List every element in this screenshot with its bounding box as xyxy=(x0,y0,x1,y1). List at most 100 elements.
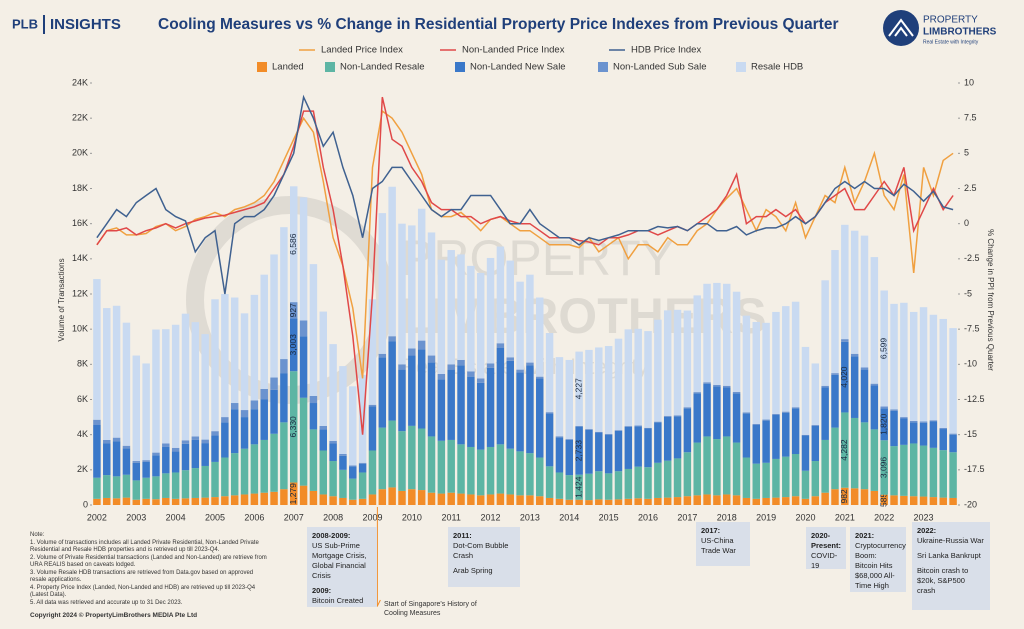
bar xyxy=(536,457,544,497)
bar xyxy=(693,392,701,394)
bar xyxy=(280,489,288,505)
x-tick-label: 2007 xyxy=(284,512,304,522)
data-label: 4,227 xyxy=(573,378,583,400)
bar xyxy=(368,404,377,407)
bar xyxy=(437,379,446,441)
bar xyxy=(811,424,820,426)
bar xyxy=(536,297,544,377)
bar xyxy=(496,444,505,494)
bar xyxy=(358,374,367,463)
bar xyxy=(585,429,593,474)
bar xyxy=(909,443,918,497)
y2-tick-label: 10 xyxy=(964,77,974,87)
data-label: 982 xyxy=(839,489,849,503)
bar xyxy=(437,440,446,494)
bar xyxy=(516,281,524,370)
y-tick-label: 12K xyxy=(72,288,88,298)
bar xyxy=(831,250,839,374)
logo-tagline: Real Estate with Integrity xyxy=(923,39,979,45)
bar xyxy=(703,283,711,383)
bar xyxy=(122,474,131,498)
bar xyxy=(191,497,200,505)
y-tick-label: 2K xyxy=(77,464,88,474)
bar xyxy=(437,493,446,505)
bar xyxy=(152,452,160,456)
bar xyxy=(663,415,672,417)
legend-label: Resale HDB xyxy=(751,62,803,73)
bar xyxy=(211,299,219,432)
bar xyxy=(634,466,642,499)
bar xyxy=(467,446,475,495)
bar xyxy=(201,334,209,440)
bar xyxy=(713,386,721,440)
bar xyxy=(575,426,583,475)
bar xyxy=(811,425,820,462)
bar xyxy=(289,371,298,483)
bar xyxy=(821,385,829,388)
bar xyxy=(624,426,633,427)
legend-item: Landed xyxy=(257,62,304,73)
y2-tick-label: -15 xyxy=(964,429,977,439)
bar xyxy=(240,494,249,505)
bar xyxy=(378,213,387,354)
bar xyxy=(496,343,505,348)
bar xyxy=(319,494,328,505)
bar xyxy=(742,412,751,414)
bar xyxy=(831,489,839,505)
bar xyxy=(782,456,790,498)
bar xyxy=(378,357,387,428)
bar xyxy=(772,413,780,415)
bar xyxy=(575,351,583,426)
event-heading: 2022: xyxy=(917,526,937,535)
event-box: 2008-2009: US Sub-Prime Mortgage Crisis, … xyxy=(307,527,377,607)
bar xyxy=(349,499,357,505)
bar xyxy=(949,328,957,434)
bar xyxy=(880,406,888,409)
bar xyxy=(683,496,692,505)
bar xyxy=(132,499,141,505)
bar xyxy=(614,338,623,431)
bar xyxy=(516,369,524,373)
bar xyxy=(919,307,928,422)
event-heading: 2017: xyxy=(701,526,721,535)
bar xyxy=(112,498,121,505)
bar xyxy=(486,367,495,447)
y2-tick-label: 2.5 xyxy=(964,183,977,193)
notes: Note: 1. Volume of transactions includes … xyxy=(30,532,270,607)
bar xyxy=(240,417,249,449)
bar xyxy=(526,453,534,496)
event-heading: 2008-2009: xyxy=(312,531,351,540)
logo-mark xyxy=(888,18,914,37)
bar xyxy=(526,495,534,505)
bar xyxy=(732,291,741,392)
bar xyxy=(949,452,957,498)
legend-label: Landed xyxy=(272,62,304,73)
y2-tick-label: -10 xyxy=(964,359,977,369)
bar xyxy=(201,443,209,466)
bar xyxy=(417,490,426,505)
event-box: 2011: Dot-Com Bubble Crash Arab Spring xyxy=(448,527,520,587)
legend-item: HDB Price Index xyxy=(609,45,701,56)
bar xyxy=(565,359,574,440)
bar xyxy=(850,488,859,505)
bar xyxy=(801,435,810,471)
data-label: 1,820 xyxy=(878,413,888,435)
bar xyxy=(162,329,170,444)
bar xyxy=(162,446,170,474)
bar xyxy=(673,458,682,498)
bar xyxy=(152,499,160,505)
event-text: Arab Spring xyxy=(453,566,493,575)
bar xyxy=(850,353,859,357)
bar xyxy=(722,436,731,495)
bar xyxy=(831,373,839,375)
bar xyxy=(663,460,672,498)
bar xyxy=(132,355,141,462)
bar xyxy=(762,497,770,505)
bar xyxy=(467,494,475,505)
bar xyxy=(368,299,377,405)
bar xyxy=(427,362,436,437)
bar xyxy=(457,359,465,366)
bar xyxy=(663,416,672,461)
bar xyxy=(860,369,869,423)
data-label: 585 xyxy=(878,492,888,506)
